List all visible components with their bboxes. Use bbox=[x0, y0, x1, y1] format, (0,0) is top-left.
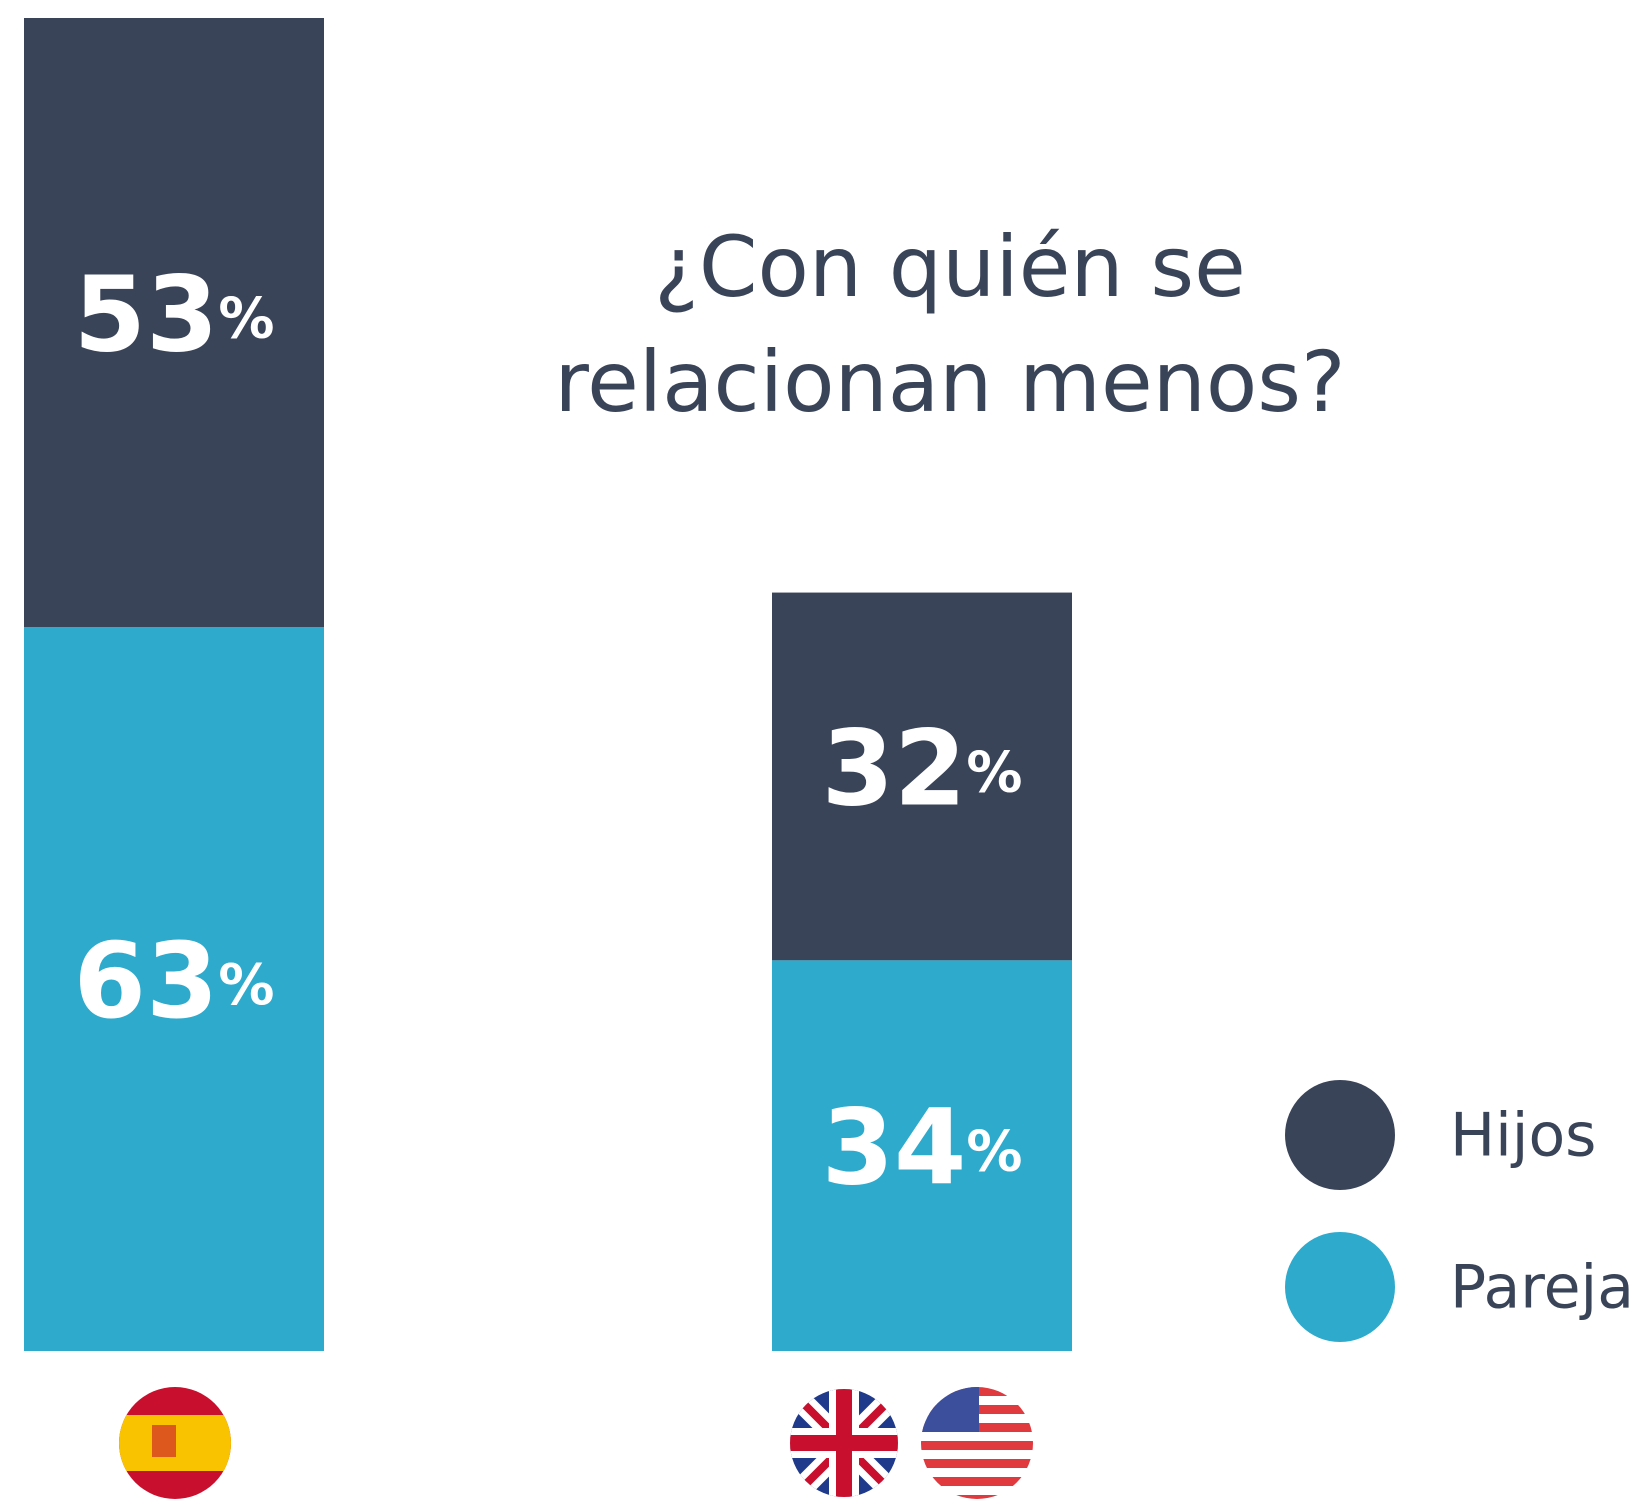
bar-segment bbox=[24, 627, 324, 1351]
legend-label: Hijos bbox=[1450, 1101, 1596, 1171]
flag-spain bbox=[119, 1387, 231, 1499]
flag-uk bbox=[790, 1389, 898, 1497]
chart-title: ¿Con quién se bbox=[654, 218, 1246, 316]
legend-swatch bbox=[1285, 1080, 1395, 1190]
bar-segment bbox=[24, 18, 324, 628]
chart-title: relacionan menos? bbox=[554, 333, 1345, 431]
value-label: 53% bbox=[74, 254, 275, 376]
flag-us bbox=[921, 1387, 1033, 1499]
bar-segment bbox=[772, 592, 1072, 961]
legend-swatch bbox=[1285, 1232, 1395, 1342]
value-label: 63% bbox=[74, 920, 275, 1042]
legend-label: Pareja bbox=[1450, 1253, 1634, 1323]
value-label: 32% bbox=[822, 708, 1023, 830]
bar-segment bbox=[772, 960, 1072, 1351]
value-label: 34% bbox=[822, 1087, 1023, 1209]
